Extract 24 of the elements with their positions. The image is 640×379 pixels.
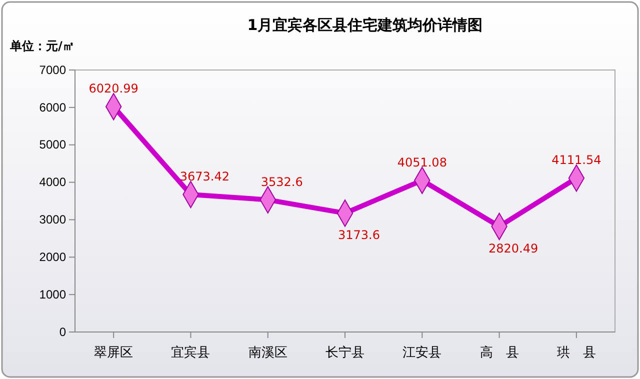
x-tick-label: 翠屏区 bbox=[94, 344, 134, 360]
y-tick-label: 6000 bbox=[39, 100, 66, 114]
x-tick-label: 江安县 bbox=[402, 344, 442, 360]
chart-title: 1月宜宾各区县住宅建筑均价详情图 bbox=[247, 16, 483, 34]
y-tick-label: 1000 bbox=[39, 287, 66, 302]
y-tick-label: 2000 bbox=[39, 250, 66, 264]
data-label: 3173.6 bbox=[338, 228, 380, 242]
data-label: 3673.42 bbox=[180, 170, 230, 184]
x-tick-label: 南溪区 bbox=[248, 344, 288, 360]
data-label: 6020.99 bbox=[88, 82, 138, 96]
data-label: 4051.08 bbox=[397, 155, 447, 170]
x-tick-label: 高 县 bbox=[480, 344, 519, 360]
y-tick-label: 3000 bbox=[39, 212, 66, 227]
y-tick-label: 4000 bbox=[39, 175, 66, 190]
x-tick-label: 珙 县 bbox=[556, 344, 596, 360]
data-label: 4111.54 bbox=[552, 153, 602, 168]
x-tick-label: 宜宾县 bbox=[171, 344, 210, 360]
x-tick-label: 长宁县 bbox=[326, 344, 364, 360]
data-label: 3532.6 bbox=[260, 174, 303, 189]
y-axis-title: 单位：元/㎡ bbox=[9, 39, 74, 53]
y-tick-label: 0 bbox=[59, 324, 66, 339]
y-tick-label: 7000 bbox=[39, 62, 66, 77]
y-tick-label: 5000 bbox=[39, 138, 66, 152]
data-label: 2820.49 bbox=[488, 241, 538, 256]
